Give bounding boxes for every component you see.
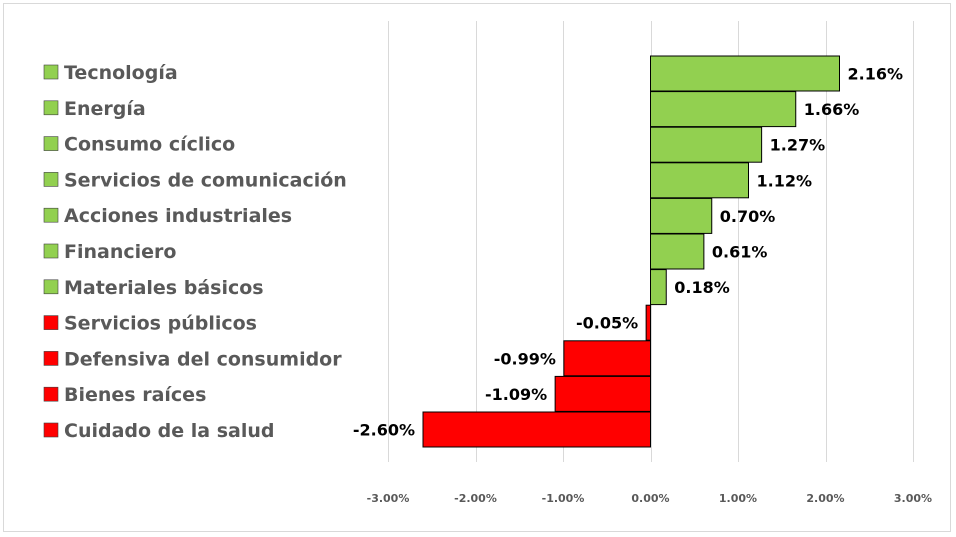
legend-marker — [43, 315, 59, 330]
legend-marker — [43, 386, 59, 402]
bar — [650, 269, 667, 306]
legend-item: Bienes raíces — [43, 384, 206, 406]
legend-marker — [43, 279, 59, 295]
x-tick-label: 0.00% — [631, 492, 669, 505]
legend-label: Cuidado de la salud — [64, 420, 275, 442]
data-label: 2.16% — [848, 65, 904, 84]
legend-item: Tecnología — [43, 62, 178, 84]
legend-item: Cuidado de la salud — [43, 420, 275, 442]
bar — [554, 375, 651, 412]
legend-label: Financiero — [64, 241, 176, 263]
bar — [422, 411, 651, 448]
bar — [650, 162, 749, 199]
legend-marker — [43, 172, 59, 187]
legend-label: Defensiva del consumidor — [64, 348, 342, 370]
bar — [650, 55, 840, 92]
legend-item: Energía — [43, 98, 146, 120]
legend-item: Materiales básicos — [43, 277, 264, 299]
x-tick-label: 1.00% — [719, 492, 757, 505]
bar — [650, 91, 797, 128]
legend-label: Energía — [64, 98, 146, 120]
data-label: 0.18% — [674, 278, 730, 297]
legend-item: Acciones industriales — [43, 205, 292, 227]
legend-label: Consumo cíclico — [64, 134, 235, 156]
legend-marker — [43, 422, 59, 438]
bar — [645, 304, 651, 341]
x-tick-label: 2.00% — [806, 492, 844, 505]
legend-item: Servicios de comunicación — [43, 169, 347, 191]
x-tick-label: -3.00% — [367, 492, 410, 505]
data-label: 1.27% — [770, 136, 826, 155]
legend-label: Servicios de comunicación — [64, 169, 347, 191]
legend-item: Consumo cíclico — [43, 134, 235, 156]
legend-label: Acciones industriales — [64, 205, 292, 227]
x-tick-label: -1.00% — [542, 492, 585, 505]
value-labels: 2.16% 1.66% 1.27% 1.12% 0.70% 0.61% 0.18% -0.05… — [353, 65, 903, 440]
data-label: 0.61% — [712, 243, 768, 262]
bar — [650, 126, 763, 163]
data-label: 1.12% — [757, 171, 813, 190]
legend-item: Financiero — [43, 241, 176, 263]
legend: Tecnología Energía Consumo cíclico Servicio… — [43, 62, 347, 442]
data-label: -0.05% — [576, 314, 638, 333]
x-tick-label: -2.00% — [454, 492, 497, 505]
bar — [563, 340, 651, 377]
legend-label: Materiales básicos — [64, 277, 264, 299]
data-label: 0.70% — [720, 207, 776, 226]
data-label: -0.99% — [494, 349, 556, 368]
legend-marker — [43, 100, 59, 116]
legend-label: Servicios públicos — [64, 313, 257, 335]
legend-marker — [43, 64, 59, 80]
legend-label: Tecnología — [64, 62, 178, 84]
legend-marker — [43, 207, 59, 223]
data-label: -2.60% — [353, 421, 415, 440]
legend-marker — [43, 351, 59, 366]
bars — [422, 55, 840, 448]
bar — [650, 197, 713, 234]
data-label: 1.66% — [804, 100, 860, 119]
x-tick-labels: -3.00% -2.00% -1.00% 0.00% 1.00% 2.00% 3.00% — [367, 492, 932, 505]
legend-marker — [43, 136, 59, 151]
legend-label: Bienes raíces — [64, 384, 206, 406]
data-label: -1.09% — [485, 385, 547, 404]
bar — [650, 233, 705, 270]
legend-marker — [43, 243, 59, 259]
legend-item: Servicios públicos — [43, 313, 257, 335]
x-tick-label: 3.00% — [894, 492, 932, 505]
legend-item: Defensiva del consumidor — [43, 348, 342, 370]
